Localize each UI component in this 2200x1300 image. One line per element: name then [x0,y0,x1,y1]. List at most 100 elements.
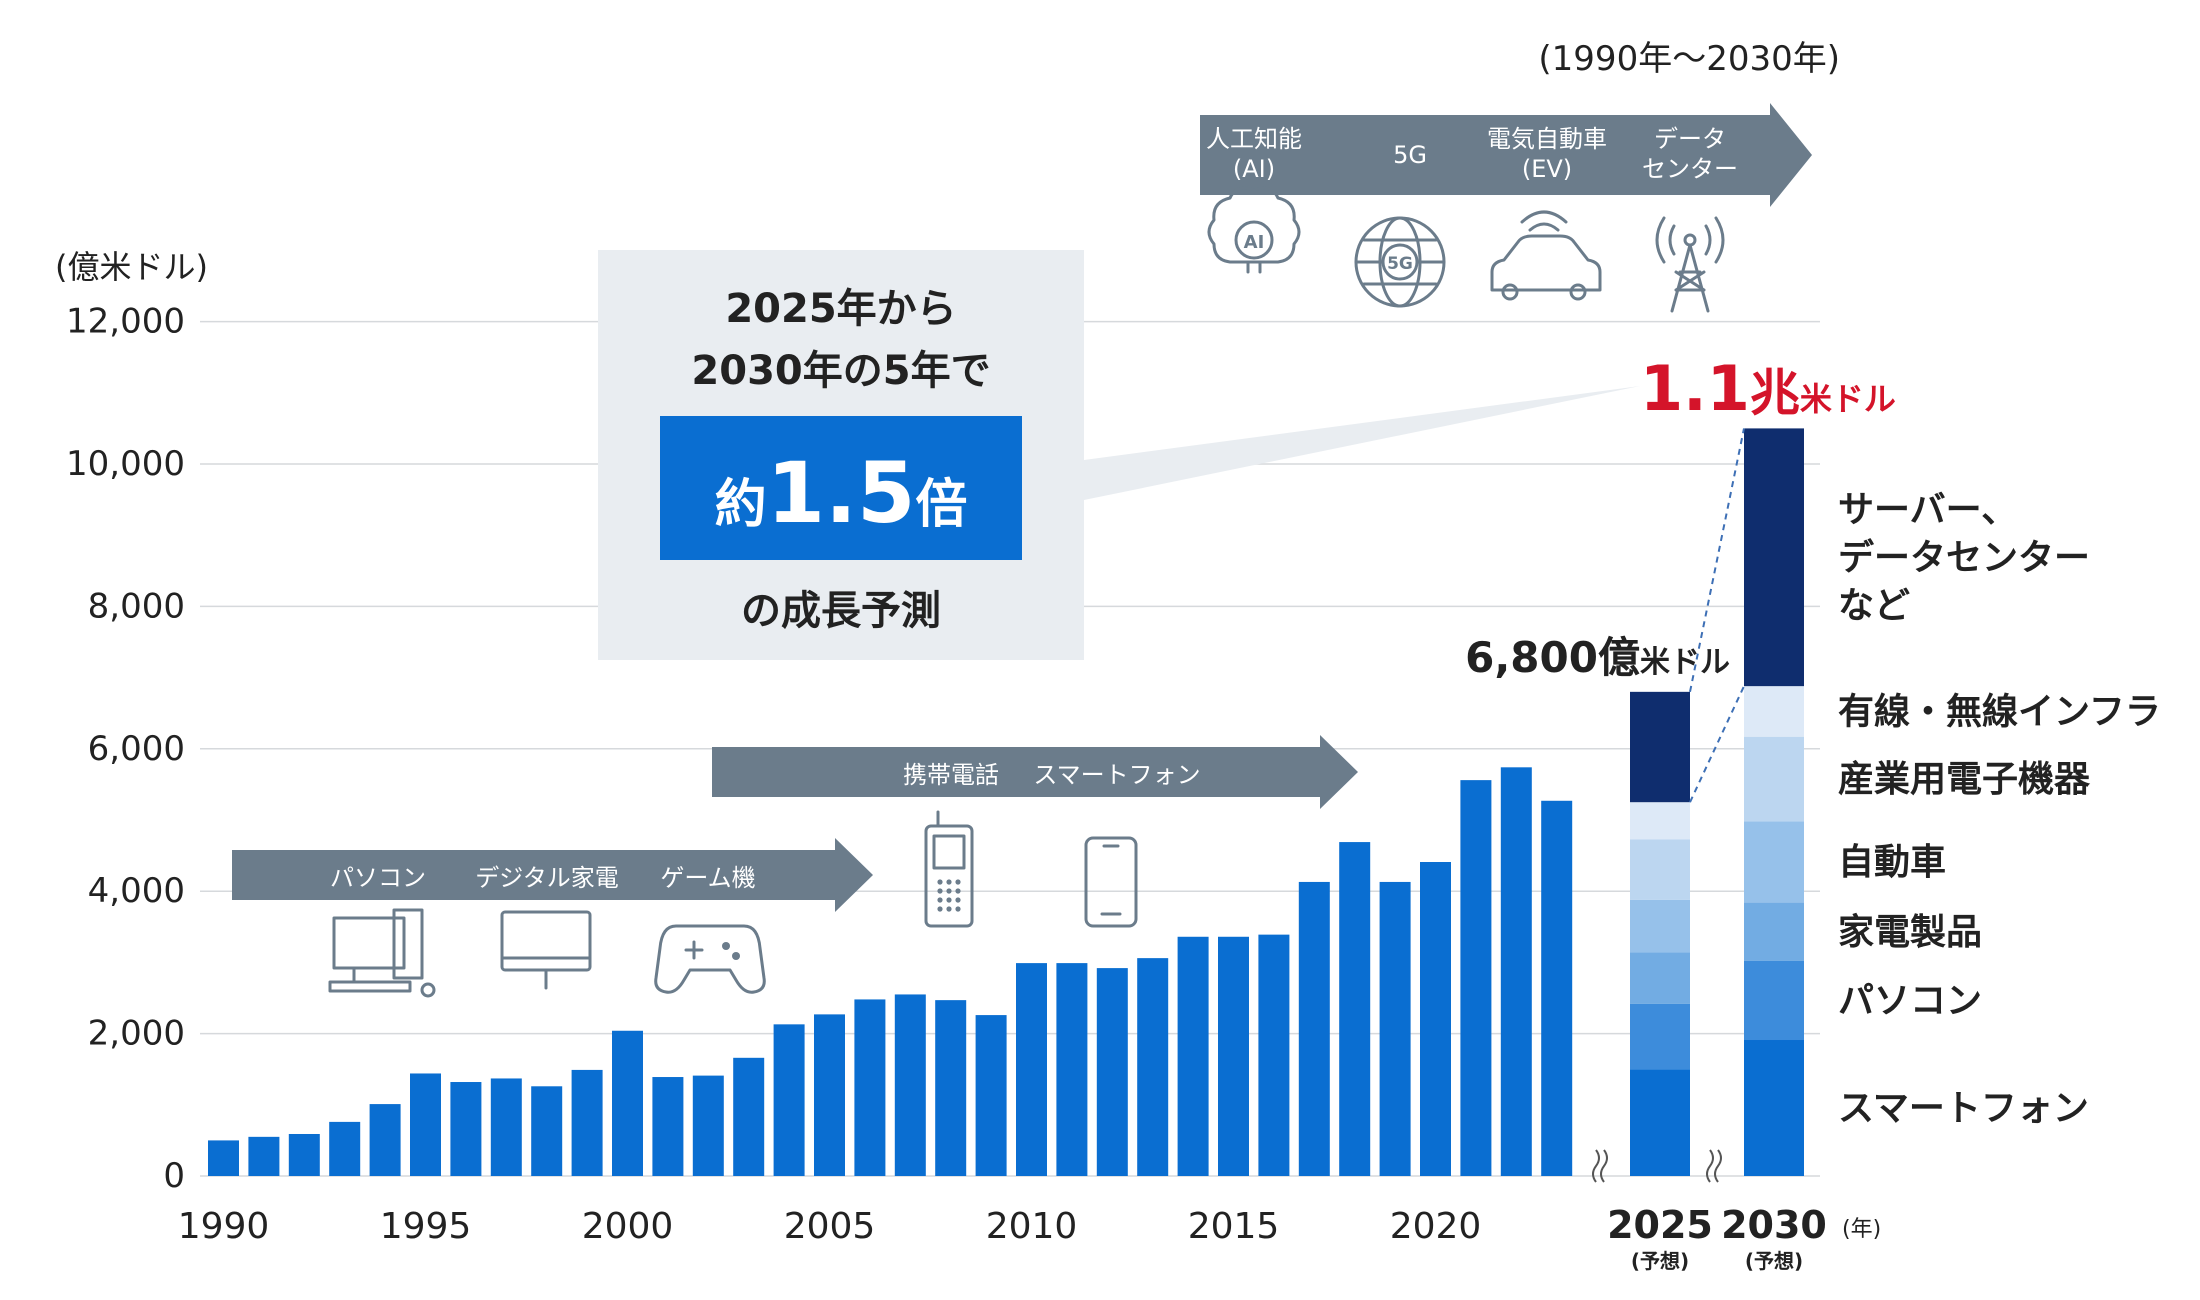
5g-globe-icon: 5G [1354,216,1446,308]
forecast-segment-2030 [1744,686,1804,737]
x-tick-label: 1995 [380,1206,472,1247]
segment-label: スマートフォン [1838,1088,2089,1129]
x-tick-label: 2015 [1188,1206,1280,1247]
x-tick-label-forecast: 2025 [1607,1203,1713,1247]
bar-1992 [288,1133,320,1176]
x-tick-label: 2000 [582,1206,674,1247]
y-tick-label: 10,000 [66,444,185,484]
era-label: 5G [1393,141,1427,169]
bar-2014 [1177,936,1209,1176]
segment-label: 自動車 [1838,842,1946,883]
bar-2012 [1096,968,1128,1176]
ev-car-icon [1490,210,1602,301]
bar-1993 [329,1121,361,1176]
bar-2001 [652,1077,684,1176]
era-label: 携帯電話 [903,761,999,789]
era-label: 人工知能(AI) [1206,125,1302,183]
segment-label: サーバー、データセンターなど [1838,489,2090,626]
bar-2015 [1218,936,1249,1176]
forecast-note: (予想) [1631,1249,1689,1273]
bar-2010 [1016,963,1047,1176]
forecast-note: (予想) [1745,1249,1803,1273]
x-tick-label: 2005 [784,1206,876,1247]
forecast-segment-2025 [1630,802,1690,840]
forecast-segment-2025 [1630,899,1690,953]
segment-label: パソコン [1838,980,1982,1021]
connector-line [1689,428,1745,693]
bar-1990 [208,1140,239,1176]
smartphone-icon [1084,836,1138,928]
feature-phone-icon [924,810,974,928]
x-tick-label: 2010 [986,1206,1078,1247]
segment-label: 家電製品 [1838,912,1982,953]
bar-2013 [1137,958,1169,1176]
era-label: ゲーム機 [660,864,755,892]
x-tick-label: 2020 [1390,1206,1482,1247]
bar-1999 [571,1069,603,1176]
x-tick-label: 1990 [178,1206,270,1247]
forecast-segment-2030 [1744,736,1804,822]
era-arrow-mobile [712,735,1358,809]
forecast-segment-2025 [1630,839,1690,900]
desktop-pc-icon [328,908,436,998]
era-label: パソコン [330,864,426,892]
y-axis-unit-label: (億米ドル) [55,248,208,286]
y-tick-label: 6,000 [88,729,185,769]
total-2025-label: 6,800億米ドル [1465,633,1730,682]
bar-2019 [1379,881,1411,1176]
bar-2004 [773,1024,805,1176]
era-arrow-pc [232,838,873,912]
bar-2021 [1460,780,1492,1176]
year-unit-label: (年) [1842,1217,1881,1242]
bar-2003 [733,1057,765,1176]
forecast-segment-2030 [1744,1040,1804,1176]
bar-2023 [1541,800,1573,1176]
callout-line2: 2030年の5年で [691,348,990,394]
forecast-segment-2030 [1744,902,1804,961]
bar-1995 [410,1073,441,1176]
bar-1998 [531,1086,563,1176]
era-label: データセンター [1642,125,1738,183]
axis-break-icon [1706,1149,1722,1183]
connector-line [1689,685,1745,803]
total-2030-label: 1.1兆米ドル [1640,352,1896,425]
bar-2017 [1298,881,1330,1176]
forecast-segment-2025 [1630,952,1690,1004]
bar-2002 [692,1075,724,1176]
segment-label: 産業用電子機器 [1838,759,2091,800]
y-tick-label: 0 [163,1156,185,1196]
era-label: スマートフォン [1033,761,1200,789]
era-label: 電気自動車(EV) [1487,125,1607,183]
y-tick-label: 2,000 [88,1014,185,1054]
y-tick-label: 12,000 [66,302,185,342]
bar-2011 [1056,963,1088,1176]
bar-2016 [1258,934,1290,1176]
forecast-segment-2025 [1630,1069,1690,1176]
bar-2006 [854,999,886,1176]
monitor-icon [500,910,592,990]
bar-2005 [814,1014,845,1176]
forecast-segment-2025 [1630,691,1690,803]
x-tick-label-forecast: 2030 [1721,1203,1827,1247]
segment-label: 有線・無線インフラ [1838,691,2161,732]
bar-2009 [975,1015,1007,1176]
antenna-tower-icon [1655,216,1725,313]
bar-2007 [894,994,926,1176]
y-tick-label: 4,000 [88,871,185,911]
bar-2018 [1339,842,1371,1176]
callout-line4: の成長予測 [741,588,941,634]
forecast-segment-2030 [1744,960,1804,1041]
highlight-value: 約1.5倍 [715,444,968,542]
bar-2008 [935,1000,967,1176]
svg-text:5G: 5G [1387,254,1413,274]
y-tick-label: 8,000 [88,586,185,626]
bar-2000 [612,1030,643,1176]
forecast-segment-2030 [1744,428,1804,687]
bar-2022 [1500,767,1532,1176]
period-note: (1990年〜2030年) [1538,39,1840,79]
svg-text:AI: AI [1244,232,1265,253]
bar-2020 [1420,862,1451,1176]
forecast-segment-2025 [1630,1003,1690,1070]
gamepad-icon [654,924,766,994]
